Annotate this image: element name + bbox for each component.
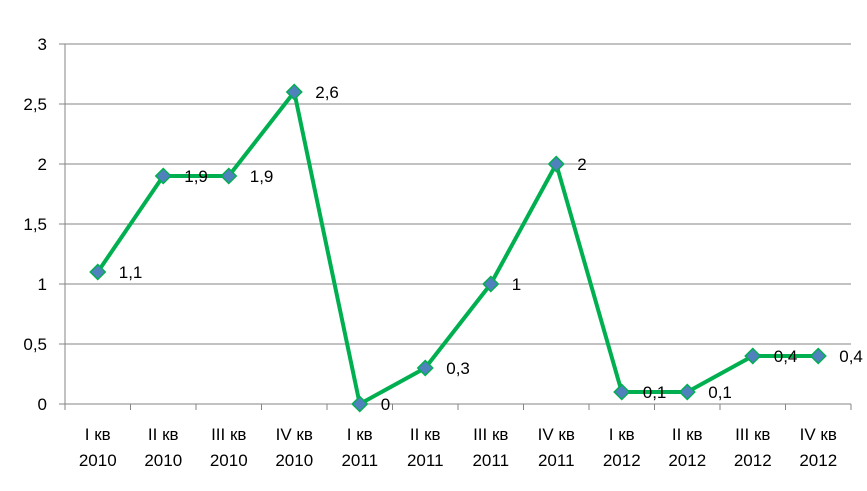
y-tick-label: 2,5	[23, 95, 47, 114]
data-point-marker	[351, 395, 369, 413]
x-tick-label: III кв 2012	[734, 425, 772, 470]
x-tick-label-year: 2011	[538, 451, 575, 470]
data-point-marker	[547, 155, 565, 173]
data-label: 0,1	[643, 383, 667, 402]
x-tick-label-quarter: III кв	[473, 425, 508, 444]
y-tick-label: 1,5	[23, 215, 47, 234]
x-tick-label: I кв 2011	[341, 425, 378, 470]
series-line	[95, 90, 821, 406]
x-tick-label-year: 2012	[799, 451, 837, 470]
x-tick-label: III кв 2010	[210, 425, 248, 470]
x-tick-label-quarter: II кв	[148, 425, 179, 444]
data-label: 0,4	[774, 347, 798, 366]
y-tick-labels: 0 0,5 1 1,5 2 2,5 3	[23, 35, 47, 414]
y-tick-label: 2	[38, 155, 47, 174]
data-point-marker	[416, 359, 434, 377]
data-point-marker	[482, 275, 500, 293]
x-tick-label: IV кв 2010	[275, 425, 313, 470]
x-tick-label-year: 2011	[472, 451, 509, 470]
data-label: 2,6	[315, 83, 339, 102]
data-label: 0,4	[839, 347, 863, 366]
data-point-marker	[744, 347, 762, 365]
y-tick-label: 0	[38, 395, 47, 414]
x-tick-label-quarter: III кв	[735, 425, 770, 444]
x-tick-label-quarter: IV кв	[276, 425, 313, 444]
axes	[59, 43, 852, 410]
data-label: 0,1	[708, 383, 732, 402]
x-tick-label-quarter: II кв	[410, 425, 441, 444]
x-tick-label: II кв 2012	[668, 425, 706, 470]
x-tick-label-year: 2012	[603, 451, 641, 470]
x-tick-label-quarter: IV кв	[538, 425, 575, 444]
data-point-marker	[809, 347, 827, 365]
x-tick-label: I кв 2012	[603, 425, 641, 470]
x-tick-label-year: 2012	[668, 451, 706, 470]
x-tick-label-year: 2011	[341, 451, 378, 470]
data-label: 2	[577, 155, 586, 174]
x-tick-label-quarter: IV кв	[800, 425, 837, 444]
x-tick-label-quarter: II кв	[672, 425, 703, 444]
x-tick-label-quarter: I кв	[609, 425, 635, 444]
data-label: 1,9	[250, 167, 274, 186]
y-tick-label: 3	[38, 35, 47, 54]
data-label: 1,9	[184, 167, 208, 186]
x-tick-label-quarter: I кв	[347, 425, 373, 444]
x-tick-label-year: 2010	[79, 451, 117, 470]
data-point-marker	[220, 167, 238, 185]
data-label: 1,1	[119, 263, 143, 282]
x-tick-label-year: 2011	[407, 451, 444, 470]
x-tick-label: IV кв 2012	[799, 425, 837, 470]
x-tick-label: II кв 2011	[407, 425, 444, 470]
y-tick-label: 0,5	[23, 335, 47, 354]
x-tick-label-year: 2010	[144, 451, 182, 470]
x-tick-label-quarter: I кв	[85, 425, 111, 444]
x-tick-label-year: 2012	[734, 451, 772, 470]
data-label: 1	[512, 275, 521, 294]
series-line	[95, 90, 821, 406]
x-tick-label: III кв 2011	[472, 425, 509, 470]
x-tick-label-quarter: III кв	[211, 425, 246, 444]
data-label: 0,3	[446, 359, 470, 378]
x-tick-label: IV кв 2011	[538, 425, 575, 470]
data-label: 0	[381, 395, 390, 414]
x-tick-label: I кв 2010	[79, 425, 117, 470]
data-point-marker	[285, 83, 303, 101]
x-tick-label-year: 2010	[275, 451, 313, 470]
data-point-marker	[678, 383, 696, 401]
y-tick-label: 1	[38, 275, 47, 294]
x-tick-label-year: 2010	[210, 451, 248, 470]
series-markers	[89, 83, 827, 413]
data-labels: 1,1 1,9 1,9 2,6 0 0,3 1 2 0,1 0,1 0,4 0,4	[119, 83, 863, 414]
data-point-marker	[613, 383, 631, 401]
gridlines	[65, 43, 851, 345]
x-tick-label: II кв 2010	[144, 425, 182, 470]
data-point-marker	[154, 167, 172, 185]
data-point-marker	[89, 263, 107, 281]
